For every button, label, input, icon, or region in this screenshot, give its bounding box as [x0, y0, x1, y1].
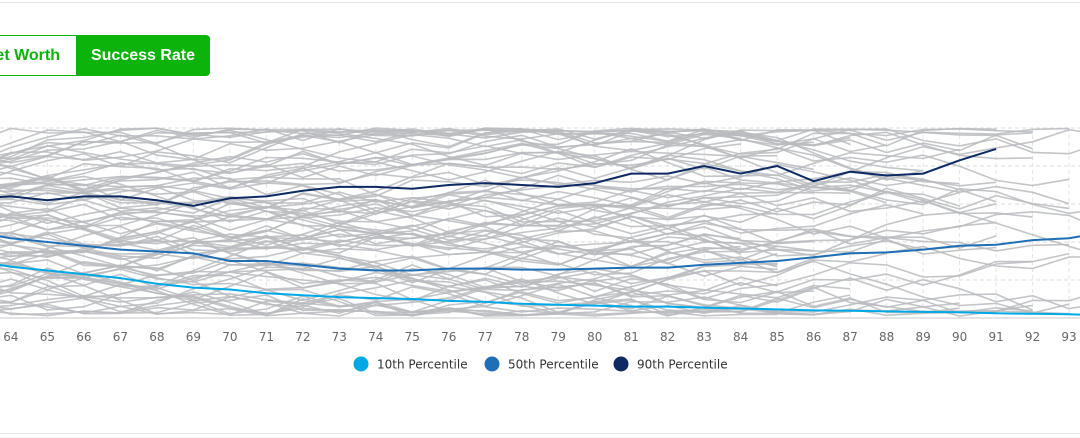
simulation-path	[0, 127, 1080, 155]
x-tick-label: 87	[842, 330, 857, 344]
x-tick-label: 81	[624, 330, 639, 344]
legend-marker	[484, 356, 500, 372]
x-tick-label: 75	[405, 330, 420, 344]
simulation-path	[0, 127, 1070, 192]
legend: 10th Percentile 50th Percentile 90th Perce…	[353, 356, 728, 372]
x-tick-label: 77	[478, 330, 493, 344]
simulation-path	[0, 128, 997, 187]
simulation-path	[0, 175, 778, 264]
x-tick-label: 91	[988, 330, 1003, 344]
simulation-path	[0, 147, 960, 272]
simulation-path	[0, 252, 1070, 304]
simulation-path	[0, 128, 1080, 260]
x-tick-label: 86	[806, 330, 821, 344]
x-tick-label: 68	[149, 330, 164, 344]
view-toggle: Net Worth Success Rate	[0, 35, 210, 76]
simulation-path	[0, 243, 778, 317]
simulation-path	[0, 247, 1033, 300]
simulation-path	[0, 167, 924, 208]
series-line-90th-percentile	[0, 147, 997, 207]
simulation-path	[0, 128, 1033, 195]
legend-label: 90th Percentile	[637, 358, 728, 372]
success-rate-button[interactable]: Success Rate	[76, 35, 210, 76]
simulation-path	[0, 244, 960, 314]
x-tick-label: 90	[952, 330, 967, 344]
x-tick-label: 78	[514, 330, 529, 344]
x-tick-label: 82	[660, 330, 675, 344]
simulation-path	[0, 239, 887, 304]
x-tick-label: 71	[259, 330, 274, 344]
x-tick-label: 85	[770, 330, 785, 344]
percentile-series	[0, 147, 1080, 316]
top-divider	[0, 2, 1080, 3]
x-tick-label: 73	[332, 330, 347, 344]
simulation-path	[0, 180, 741, 267]
simulation-path	[0, 134, 887, 192]
series-line-10th-percentile	[0, 263, 1080, 316]
simulation-path	[0, 228, 887, 256]
simulation-paths	[0, 127, 1080, 317]
simulation-path	[0, 190, 814, 245]
simulation-path	[0, 281, 814, 316]
simulation-path	[0, 191, 960, 251]
legend-label: 10th Percentile	[377, 358, 468, 372]
simulation-path	[0, 182, 1080, 247]
simulation-path	[0, 190, 997, 288]
series-line-50th-percentile	[0, 235, 1080, 272]
simulation-path	[0, 211, 1080, 292]
x-tick-label: 76	[441, 330, 456, 344]
simulation-path	[0, 128, 741, 163]
x-tick-label: 88	[879, 330, 894, 344]
x-tick-label: 93	[1061, 330, 1076, 344]
x-tick-label: 80	[587, 330, 602, 344]
simulation-path	[0, 227, 960, 295]
x-tick-label: 72	[295, 330, 310, 344]
x-tick-label: 64	[3, 330, 18, 344]
x-tick-label: 83	[697, 330, 712, 344]
legend-marker	[613, 356, 629, 372]
bottom-divider	[0, 433, 1080, 434]
simulation-path	[0, 183, 778, 250]
x-tick-label: 65	[40, 330, 55, 344]
simulation-path	[0, 170, 960, 213]
simulation-path	[0, 187, 1070, 247]
x-tick-label: 92	[1025, 330, 1040, 344]
x-tick-label: 84	[733, 330, 748, 344]
x-tick-label: 67	[113, 330, 128, 344]
net-worth-button[interactable]: Net Worth	[0, 35, 76, 76]
x-axis: 64 65 66 67 68 69 70 71 72 73 74 75 76 77 78 79 80 81 82 83…	[0, 317, 1080, 344]
simulation-path	[0, 132, 1033, 214]
x-tick-label: 89	[915, 330, 930, 344]
simulation-path	[0, 166, 887, 224]
x-tick-label: 74	[368, 330, 383, 344]
simulation-path	[0, 257, 1080, 317]
x-tick-label: 66	[76, 330, 91, 344]
legend-marker	[353, 356, 369, 372]
simulation-path	[0, 188, 1070, 314]
simulation-path	[0, 187, 814, 245]
simulation-path	[0, 127, 1070, 160]
x-tick-label: 69	[186, 330, 201, 344]
simulation-path	[0, 161, 1033, 223]
legend-label: 50th Percentile	[508, 358, 599, 372]
x-tick-label: 70	[222, 330, 237, 344]
x-tick-label: 79	[551, 330, 566, 344]
simulation-path	[0, 261, 778, 317]
